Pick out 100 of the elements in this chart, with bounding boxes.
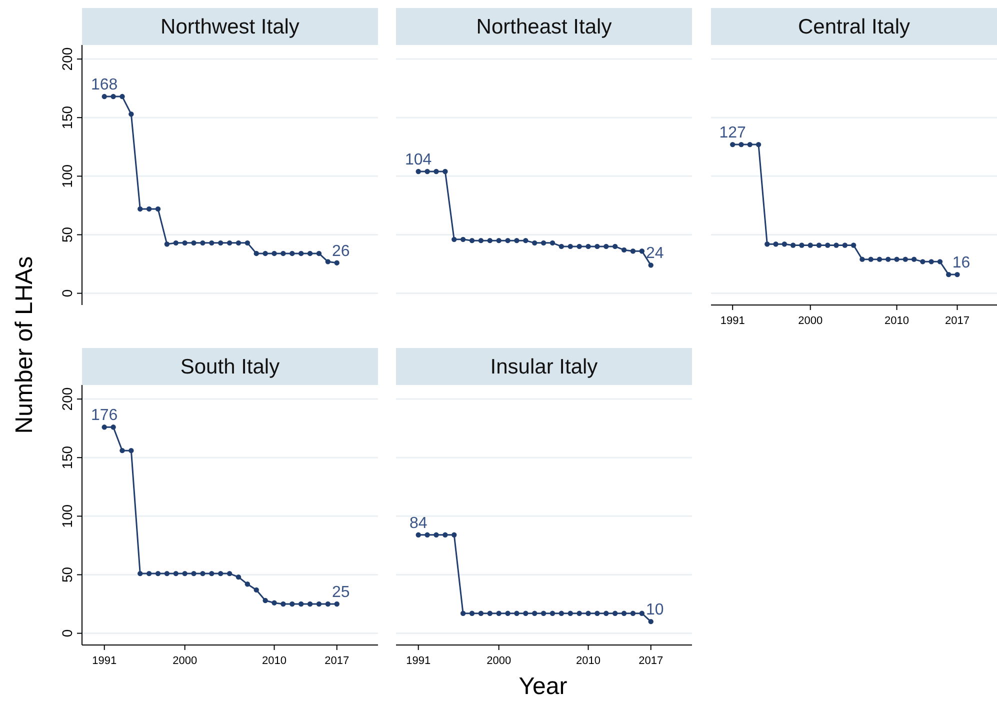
point bbox=[226, 570, 232, 576]
x-tick-label: 1991 bbox=[406, 655, 431, 667]
point bbox=[182, 240, 188, 246]
point bbox=[568, 244, 573, 250]
point bbox=[523, 238, 528, 244]
point bbox=[334, 601, 340, 607]
point bbox=[191, 570, 196, 576]
point bbox=[790, 242, 796, 248]
point bbox=[272, 250, 277, 256]
x-tick-label: 2000 bbox=[486, 655, 512, 667]
y-tick-label: 150 bbox=[59, 106, 75, 130]
point bbox=[648, 262, 654, 268]
point bbox=[173, 240, 178, 246]
y-tick-label: 0 bbox=[59, 289, 75, 298]
point bbox=[146, 206, 152, 212]
point bbox=[532, 240, 538, 246]
point bbox=[155, 570, 161, 576]
point bbox=[138, 570, 143, 576]
point bbox=[244, 240, 250, 246]
y-axis-title: Number of LHAs bbox=[11, 256, 38, 434]
point bbox=[155, 206, 161, 212]
point bbox=[868, 256, 874, 262]
point bbox=[164, 570, 170, 576]
point bbox=[110, 94, 116, 100]
data-label: 24 bbox=[646, 245, 664, 262]
point bbox=[102, 424, 107, 430]
point bbox=[416, 168, 421, 174]
point bbox=[469, 238, 475, 244]
point bbox=[226, 240, 232, 246]
data-label: 104 bbox=[405, 151, 432, 168]
point bbox=[730, 142, 736, 148]
point bbox=[120, 448, 125, 454]
point bbox=[262, 250, 268, 256]
point bbox=[434, 168, 439, 174]
point bbox=[773, 242, 778, 247]
point bbox=[514, 238, 520, 244]
point bbox=[825, 242, 830, 248]
point bbox=[621, 247, 627, 253]
point bbox=[586, 244, 591, 250]
point bbox=[954, 272, 960, 278]
point bbox=[540, 240, 546, 246]
data-label: 16 bbox=[952, 254, 970, 272]
point bbox=[808, 242, 813, 248]
point bbox=[860, 256, 865, 262]
point bbox=[496, 238, 502, 244]
data-label: 168 bbox=[91, 76, 118, 94]
point bbox=[920, 259, 926, 264]
point bbox=[164, 242, 170, 247]
point bbox=[290, 601, 295, 607]
point bbox=[182, 570, 188, 576]
point bbox=[902, 256, 908, 262]
chart-title: Northwest Italy bbox=[160, 16, 300, 38]
point bbox=[298, 250, 304, 256]
point bbox=[850, 242, 856, 248]
data-label: 176 bbox=[91, 407, 118, 424]
point bbox=[280, 601, 286, 607]
x-tick-label: 2010 bbox=[576, 655, 601, 667]
x-tick-label: 1991 bbox=[92, 655, 117, 667]
point bbox=[290, 250, 295, 256]
point bbox=[842, 242, 848, 248]
point bbox=[558, 244, 564, 250]
point bbox=[120, 94, 125, 100]
point bbox=[834, 242, 839, 248]
x-tick-label: 2010 bbox=[884, 315, 910, 327]
point bbox=[236, 574, 242, 580]
point bbox=[298, 601, 304, 607]
x-tick-label: 2017 bbox=[638, 655, 664, 667]
y-tick-label: 100 bbox=[59, 164, 75, 188]
point bbox=[764, 242, 770, 247]
point bbox=[146, 570, 152, 576]
point bbox=[442, 168, 448, 174]
point bbox=[325, 259, 331, 264]
point bbox=[128, 448, 134, 454]
point bbox=[894, 256, 900, 262]
point bbox=[236, 240, 242, 246]
point bbox=[110, 424, 116, 430]
point bbox=[272, 600, 277, 606]
chart-title: South Italy bbox=[180, 356, 280, 378]
y-tick-label: 0 bbox=[59, 629, 75, 638]
point bbox=[191, 240, 196, 246]
point bbox=[738, 142, 744, 148]
point bbox=[946, 272, 952, 278]
point bbox=[505, 238, 510, 244]
data-label: 127 bbox=[719, 124, 746, 142]
point bbox=[244, 582, 250, 587]
x-tick-label: 2017 bbox=[324, 655, 350, 667]
y-tick-label: 200 bbox=[59, 387, 75, 411]
point bbox=[200, 240, 206, 246]
point bbox=[594, 244, 600, 250]
point bbox=[816, 242, 822, 248]
y-tick-label: 200 bbox=[59, 47, 75, 71]
point bbox=[550, 240, 556, 246]
point bbox=[937, 259, 943, 264]
point bbox=[307, 250, 313, 256]
point bbox=[102, 94, 107, 100]
data-label: 26 bbox=[332, 242, 350, 260]
point bbox=[307, 601, 313, 607]
x-tick-label: 2000 bbox=[172, 655, 198, 667]
point bbox=[612, 244, 618, 250]
point bbox=[334, 260, 340, 266]
